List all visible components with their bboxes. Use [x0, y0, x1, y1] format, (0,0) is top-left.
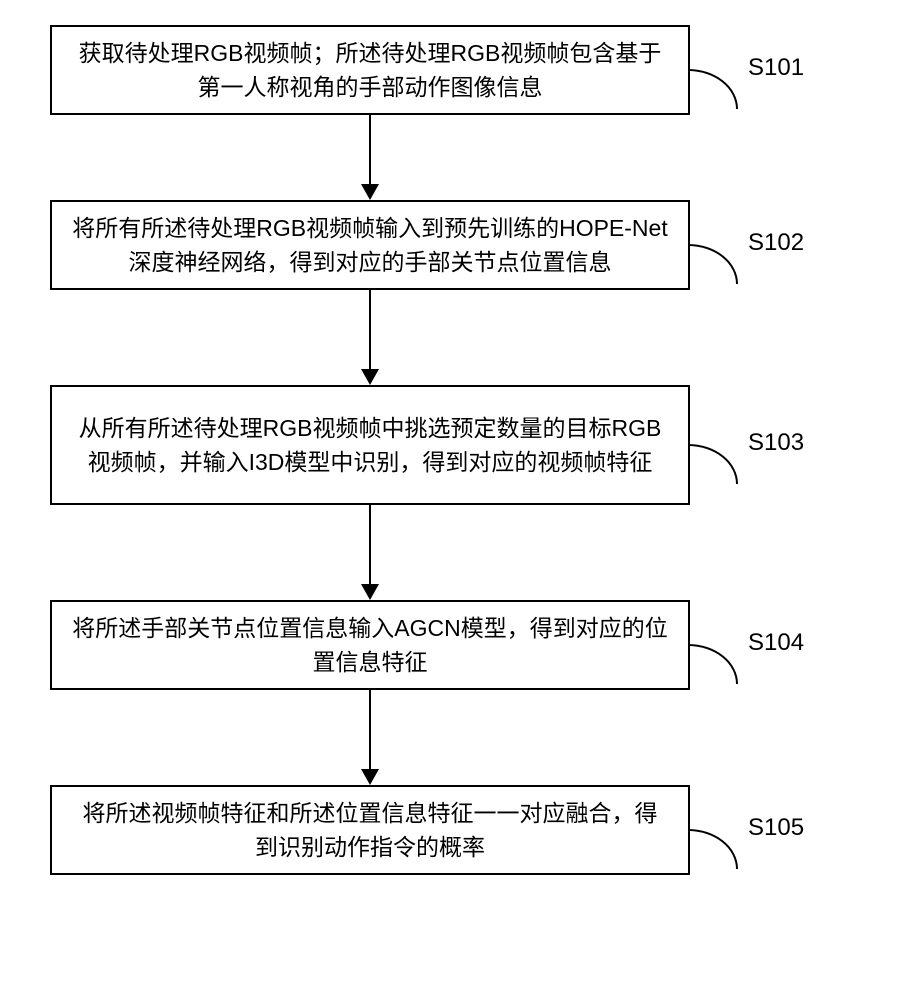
step-container-5: 将所述视频帧特征和所述位置信息特征一一对应融合，得到识别动作指令的概率 S105	[50, 785, 870, 875]
arrow-line-1	[369, 115, 371, 184]
arrow-3	[361, 505, 379, 600]
step-container-4: 将所述手部关节点位置信息输入AGCN模型，得到对应的位置信息特征 S104	[50, 600, 870, 690]
step-container-3: 从所有所述待处理RGB视频帧中挑选预定数量的目标RGB视频帧，并输入I3D模型中…	[50, 385, 870, 505]
step-label-2: S102	[748, 229, 804, 257]
box-text-4: 将所述手部关节点位置信息输入AGCN模型，得到对应的位置信息特征	[72, 611, 668, 680]
process-box-2: 将所有所述待处理RGB视频帧输入到预先训练的HOPE-Net深度神经网络，得到对…	[50, 200, 690, 290]
step-container-2: 将所有所述待处理RGB视频帧输入到预先训练的HOPE-Net深度神经网络，得到对…	[50, 200, 870, 290]
arrow-head-2	[361, 369, 379, 385]
box-text-2: 将所有所述待处理RGB视频帧输入到预先训练的HOPE-Net深度神经网络，得到对…	[72, 211, 668, 280]
arrow-container-2	[50, 290, 690, 385]
arrow-head-3	[361, 584, 379, 600]
arrow-container-3	[50, 505, 690, 600]
box-text-5: 将所述视频帧特征和所述位置信息特征一一对应融合，得到识别动作指令的概率	[72, 796, 668, 865]
step-label-3: S103	[748, 429, 804, 457]
flowchart-container: 获取待处理RGB视频帧；所述待处理RGB视频帧包含基于第一人称视角的手部动作图像…	[50, 25, 870, 875]
arrow-head-1	[361, 184, 379, 200]
curve-1	[688, 69, 738, 109]
arrow-line-2	[369, 290, 371, 369]
step-container-1: 获取待处理RGB视频帧；所述待处理RGB视频帧包含基于第一人称视角的手部动作图像…	[50, 25, 870, 115]
curve-5	[688, 829, 738, 869]
step-label-5: S105	[748, 814, 804, 842]
step-label-1: S101	[748, 54, 804, 82]
curve-3	[688, 444, 738, 484]
box-text-1: 获取待处理RGB视频帧；所述待处理RGB视频帧包含基于第一人称视角的手部动作图像…	[72, 36, 668, 105]
connector-4: S104	[688, 606, 804, 684]
arrow-container-4	[50, 690, 690, 785]
connector-5: S105	[688, 791, 804, 869]
curve-4	[688, 644, 738, 684]
process-box-1: 获取待处理RGB视频帧；所述待处理RGB视频帧包含基于第一人称视角的手部动作图像…	[50, 25, 690, 115]
arrow-head-4	[361, 769, 379, 785]
box-text-3: 从所有所述待处理RGB视频帧中挑选预定数量的目标RGB视频帧，并输入I3D模型中…	[72, 411, 668, 480]
step-label-4: S104	[748, 629, 804, 657]
arrow-line-3	[369, 505, 371, 584]
arrow-line-4	[369, 690, 371, 769]
process-box-4: 将所述手部关节点位置信息输入AGCN模型，得到对应的位置信息特征	[50, 600, 690, 690]
curve-2	[688, 244, 738, 284]
arrow-1	[361, 115, 379, 200]
process-box-5: 将所述视频帧特征和所述位置信息特征一一对应融合，得到识别动作指令的概率	[50, 785, 690, 875]
process-box-3: 从所有所述待处理RGB视频帧中挑选预定数量的目标RGB视频帧，并输入I3D模型中…	[50, 385, 690, 505]
connector-2: S102	[688, 206, 804, 284]
arrow-container-1	[50, 115, 690, 200]
arrow-4	[361, 690, 379, 785]
arrow-2	[361, 290, 379, 385]
connector-1: S101	[688, 31, 804, 109]
connector-3: S103	[688, 406, 804, 484]
